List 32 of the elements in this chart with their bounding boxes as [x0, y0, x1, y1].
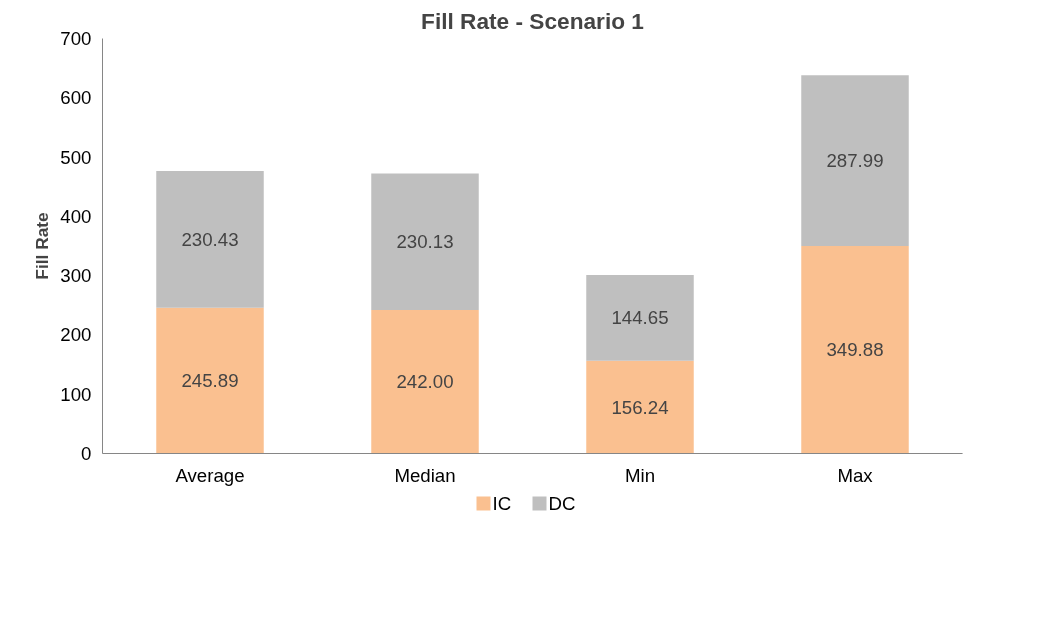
data-label: 230.13	[396, 231, 454, 253]
bar	[586, 360, 694, 454]
data-label: 349.88	[826, 339, 884, 361]
y-tick-label: 100	[60, 383, 92, 405]
x-tick-label: Median	[394, 464, 456, 486]
bar	[371, 310, 479, 454]
y-tick-label: 0	[81, 443, 92, 464]
y-tick-label: 400	[60, 205, 92, 227]
bar	[586, 275, 694, 361]
x-tick-label: Average	[175, 464, 245, 486]
legend-label: IC	[492, 493, 512, 514]
bar	[801, 75, 909, 247]
data-label: 156.24	[611, 396, 669, 418]
bar	[801, 246, 909, 454]
y-tick-label: 300	[60, 265, 92, 287]
bar	[156, 171, 264, 308]
data-label: 287.99	[826, 150, 884, 172]
y-tick-label: 600	[60, 87, 92, 109]
legend-label: DC	[548, 493, 576, 514]
chart-title: Fill Rate - Scenario 1	[421, 7, 644, 34]
data-label: 144.65	[611, 307, 669, 329]
y-axis-title: Fill Rate	[32, 211, 53, 280]
y-tick-label: 200	[60, 324, 92, 346]
y-tick-label: 700	[60, 28, 92, 49]
bar	[156, 307, 264, 454]
x-tick-label: Max	[837, 464, 874, 486]
data-label: 230.43	[181, 228, 239, 250]
bar	[371, 173, 479, 311]
data-label: 242.00	[396, 371, 454, 393]
x-tick-label: Min	[624, 464, 656, 486]
y-tick-label: 500	[60, 146, 92, 168]
data-label: 245.89	[181, 370, 239, 392]
